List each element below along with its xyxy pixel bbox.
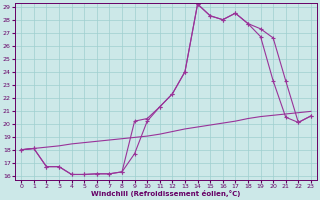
- X-axis label: Windchill (Refroidissement éolien,°C): Windchill (Refroidissement éolien,°C): [92, 190, 241, 197]
